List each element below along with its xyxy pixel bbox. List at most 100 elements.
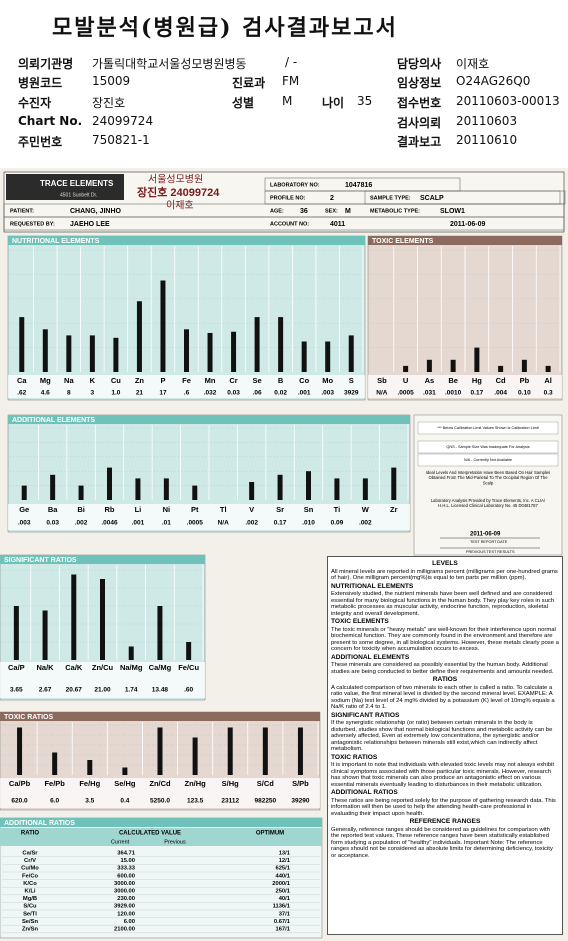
symbol: Na/Mg [120, 663, 143, 672]
symbol: Zn [135, 376, 145, 385]
note-text: These minerals are considered as possibl… [331, 662, 554, 675]
note-heading: TOXIC ELEMENTS [331, 618, 389, 625]
value: .01 [162, 520, 171, 527]
bar [13, 606, 19, 660]
bar [391, 467, 397, 500]
ratio: Zn/Sn [22, 927, 39, 933]
bar [122, 767, 128, 775]
value: 21 [136, 390, 144, 397]
bar [135, 478, 141, 500]
symbol: Al [544, 376, 552, 385]
label-strip [0, 662, 205, 698]
bar [100, 579, 105, 660]
value: 0.17 [471, 390, 484, 397]
current: 3000.00 [114, 881, 135, 887]
value: 20.67 [66, 687, 83, 694]
note-text: All mineral levels are reported in milli… [331, 568, 558, 582]
text: SAMPLE TYPE: [370, 195, 411, 201]
value: .60 [184, 687, 193, 694]
value: .031 [423, 390, 436, 397]
value: 620.0 [11, 798, 28, 805]
optimum: 250/1 [275, 889, 290, 895]
value: 8 [67, 390, 71, 397]
value: 3.5 [85, 798, 94, 805]
text: METABOLIC TYPE: [370, 208, 420, 214]
bar [186, 642, 192, 660]
current: 333.33 [117, 866, 136, 872]
symbol: Co [299, 376, 309, 385]
bar [113, 337, 119, 372]
value: .010 [302, 520, 315, 527]
bar [184, 329, 189, 372]
bar [136, 301, 142, 372]
symbol: S/Pb [292, 779, 309, 788]
value: O24AG26Q0 [456, 74, 531, 88]
value: .002 [245, 520, 258, 527]
label: 나이 [322, 96, 345, 110]
optimum: 12/1 [279, 858, 291, 864]
symbol: Sn [304, 505, 314, 514]
value: 15009 [92, 74, 131, 88]
text: QNS - Sample Size Was Inadequate For Ana… [446, 445, 529, 449]
ratio: Cr/V [24, 858, 36, 864]
bar [254, 317, 260, 372]
current: 600.00 [117, 873, 135, 879]
label: 검사의뢰 [397, 116, 442, 130]
note-heading: RATIOS [432, 676, 458, 683]
text: SEX: [325, 208, 338, 214]
column-head: OPTIMUM [256, 831, 284, 837]
value: 39290 [291, 798, 309, 805]
label: 수진자 [18, 96, 52, 110]
bar [157, 606, 163, 660]
bar [362, 478, 368, 500]
note-heading: TOXIC RATIOS [331, 753, 378, 761]
text: ACCOUNT NO: [270, 221, 309, 227]
text: AGE: [270, 208, 284, 214]
current: 15.00 [120, 858, 135, 864]
value: 이재호 [456, 57, 490, 71]
panel-title: SIGNIFICANT RATIOS [4, 557, 77, 564]
optimum: 1136/1 [273, 904, 291, 910]
bar [160, 280, 166, 372]
value: .62 [17, 390, 26, 397]
bar [192, 737, 198, 775]
label: 의뢰기관명 [18, 57, 74, 71]
text: 2 [330, 195, 334, 202]
bar [426, 359, 432, 372]
symbol: P [160, 376, 165, 385]
stamp: 장진호 24099724 [137, 185, 220, 199]
value: .002 [75, 520, 88, 527]
bar [17, 727, 23, 775]
panel [7, 235, 366, 401]
value: 0.03 [227, 390, 240, 397]
text: LABORATORY NO: [270, 182, 320, 188]
symbol: S/Cd [257, 779, 275, 788]
value: 3929 [344, 390, 359, 397]
symbol: Hg [472, 376, 482, 385]
bar [71, 574, 77, 660]
ratio: Mg/B [23, 896, 37, 902]
symbol: Sr [276, 505, 284, 514]
value: .0010 [445, 390, 462, 397]
symbol: Pt [191, 505, 199, 514]
text: REQUESTED BY: [10, 221, 55, 227]
logo: TRACE ELEMENTS [40, 179, 114, 188]
symbol: Mo [322, 376, 333, 385]
bar [301, 341, 307, 372]
bar [207, 332, 213, 372]
label-strip [8, 375, 365, 398]
symbol: Mg [40, 376, 51, 385]
value: FM [282, 74, 300, 88]
symbol: Fe/Cu [178, 663, 199, 672]
symbol: Na/K [37, 663, 55, 672]
symbol: Zn/Cd [149, 779, 171, 788]
panel-band [0, 818, 322, 827]
title: 모발분석(병원급) 검사결과보고서 [52, 15, 398, 41]
current: 230.00 [117, 896, 135, 902]
note-text: The toxic minerals or "heavy metals" are… [331, 626, 559, 653]
value: 4.6 [41, 390, 50, 397]
value: .002 [359, 520, 372, 527]
value: .0005 [187, 520, 204, 527]
value: 13.48 [152, 687, 169, 694]
